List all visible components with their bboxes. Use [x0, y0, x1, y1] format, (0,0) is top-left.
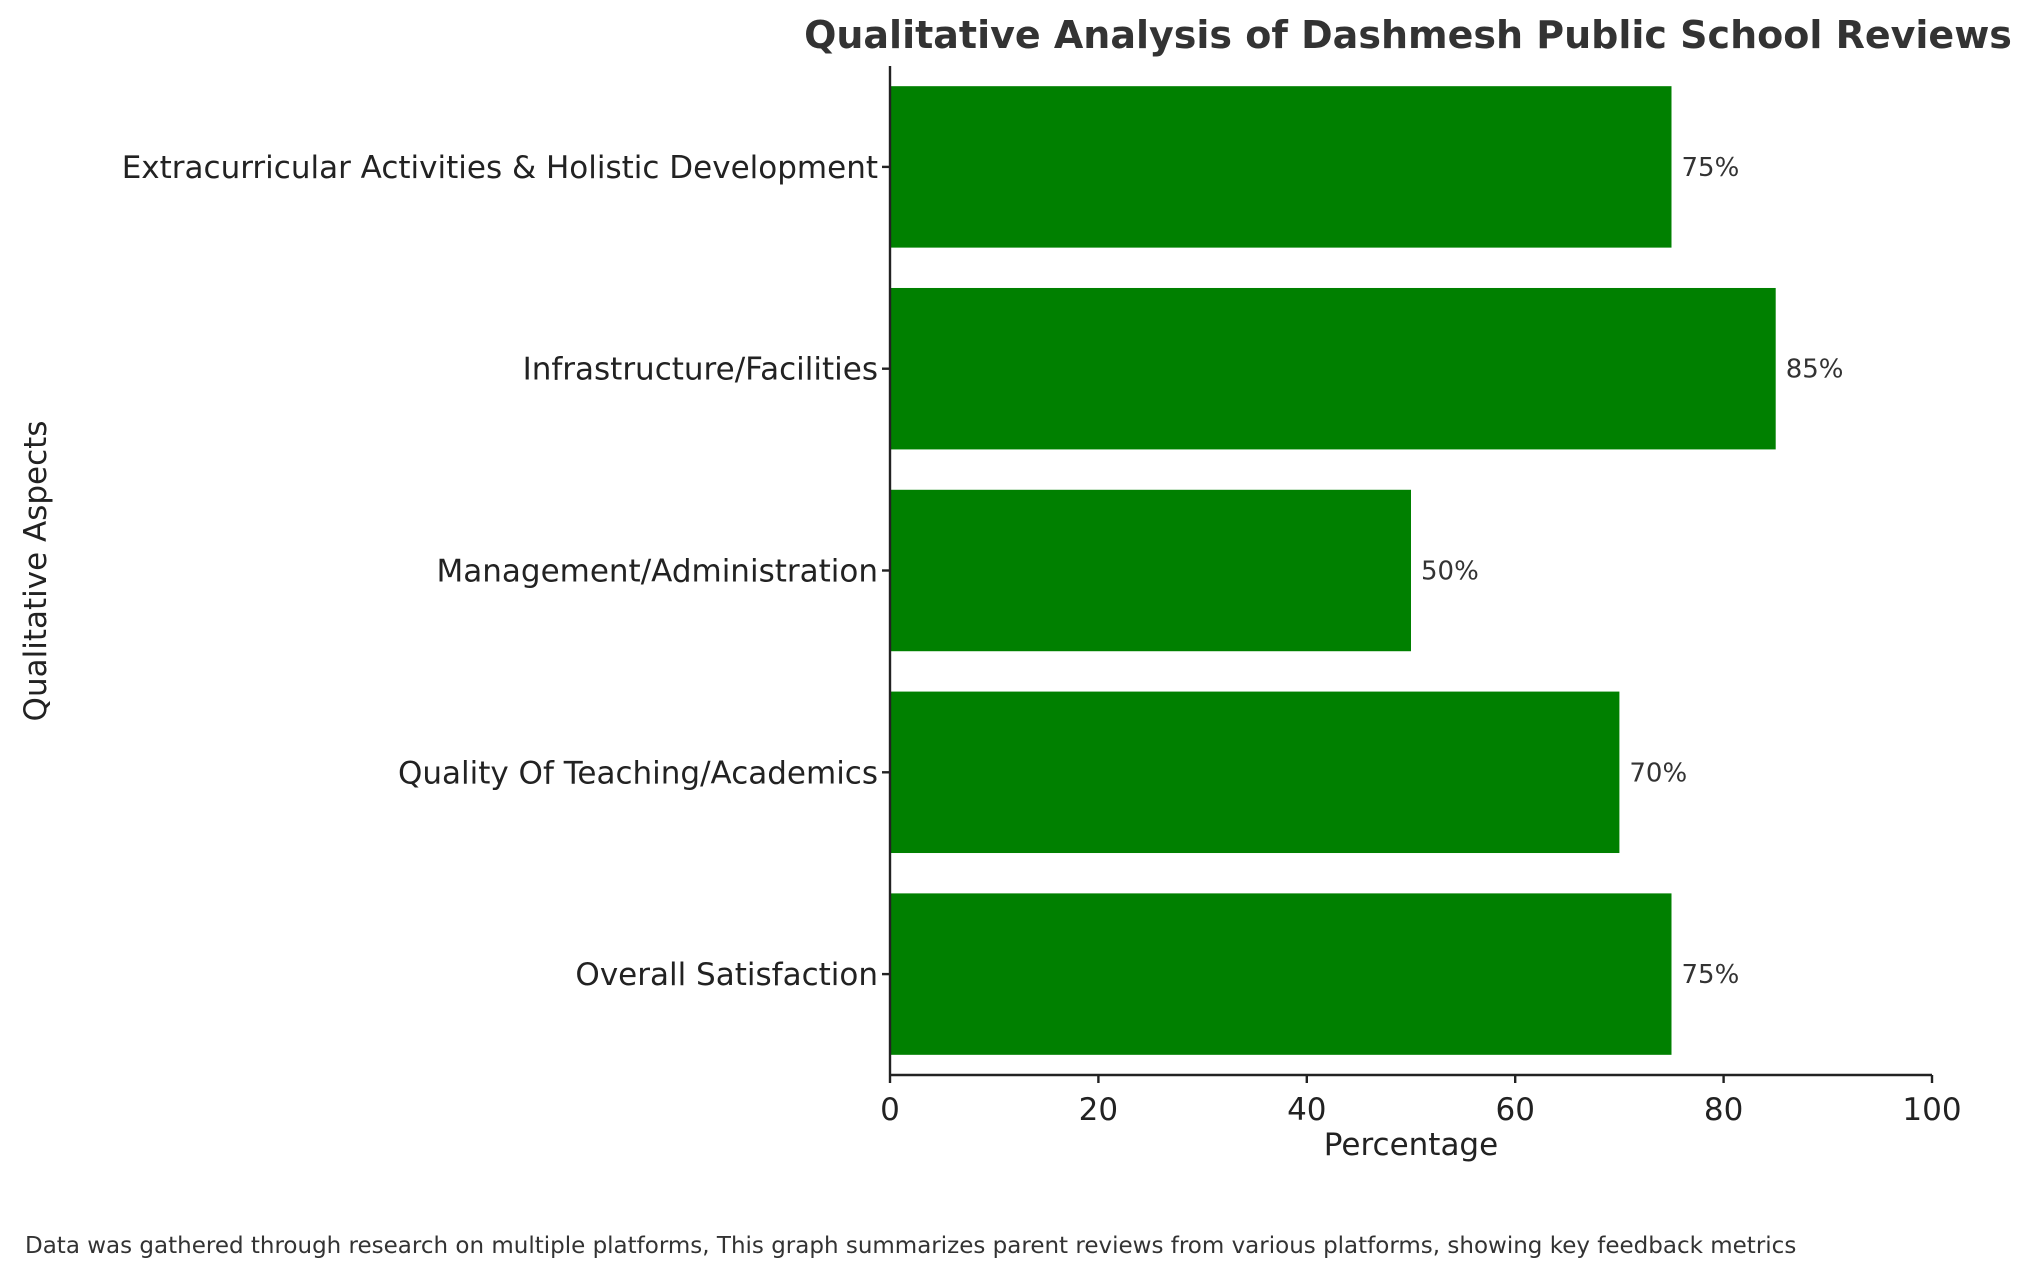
- x-tick-label: 20: [1079, 1092, 1118, 1128]
- bar: [890, 489, 1411, 652]
- x-tick-label: 60: [1495, 1092, 1534, 1128]
- chart-title: Qualitative Analysis of Dashmesh Public …: [804, 13, 2012, 57]
- x-tick-label: 100: [1902, 1092, 1961, 1128]
- bar: [890, 86, 1672, 248]
- y-tick-label: Overall Satisfaction: [575, 957, 878, 993]
- x-ticks-layer: 0 20 40 60 80 100: [880, 1075, 1962, 1128]
- footnote: Data was gathered through research on mu…: [25, 1233, 1796, 1259]
- bar-value-label: 50%: [1421, 557, 1479, 587]
- x-tick-label: 40: [1287, 1092, 1326, 1128]
- y-tick-label: Extracurricular Activities & Holistic De…: [122, 150, 878, 186]
- bar-value-label: 75%: [1682, 153, 1740, 183]
- value-labels-layer: 75% 70% 50% 85% 75%: [1421, 153, 1843, 990]
- bar-value-label: 75%: [1682, 960, 1740, 990]
- x-tick-label: 0: [880, 1092, 900, 1128]
- y-tick-label: Management/Administration: [437, 554, 879, 590]
- y-axis-label: Qualitative Aspects: [18, 421, 54, 722]
- y-ticks-layer: Overall Satisfaction Quality Of Teaching/…: [122, 150, 890, 993]
- x-tick-label: 80: [1704, 1092, 1743, 1128]
- y-tick-label: Quality Of Teaching/Academics: [398, 755, 878, 791]
- bar: [890, 893, 1672, 1055]
- bars-layer: [890, 86, 1776, 1055]
- x-axis-label: Percentage: [1324, 1127, 1498, 1163]
- bar: [890, 691, 1620, 854]
- bar-value-label: 85%: [1786, 355, 1844, 385]
- y-tick-label: Infrastructure/Facilities: [523, 352, 878, 388]
- bar: [890, 287, 1776, 450]
- bar-value-label: 70%: [1629, 758, 1687, 788]
